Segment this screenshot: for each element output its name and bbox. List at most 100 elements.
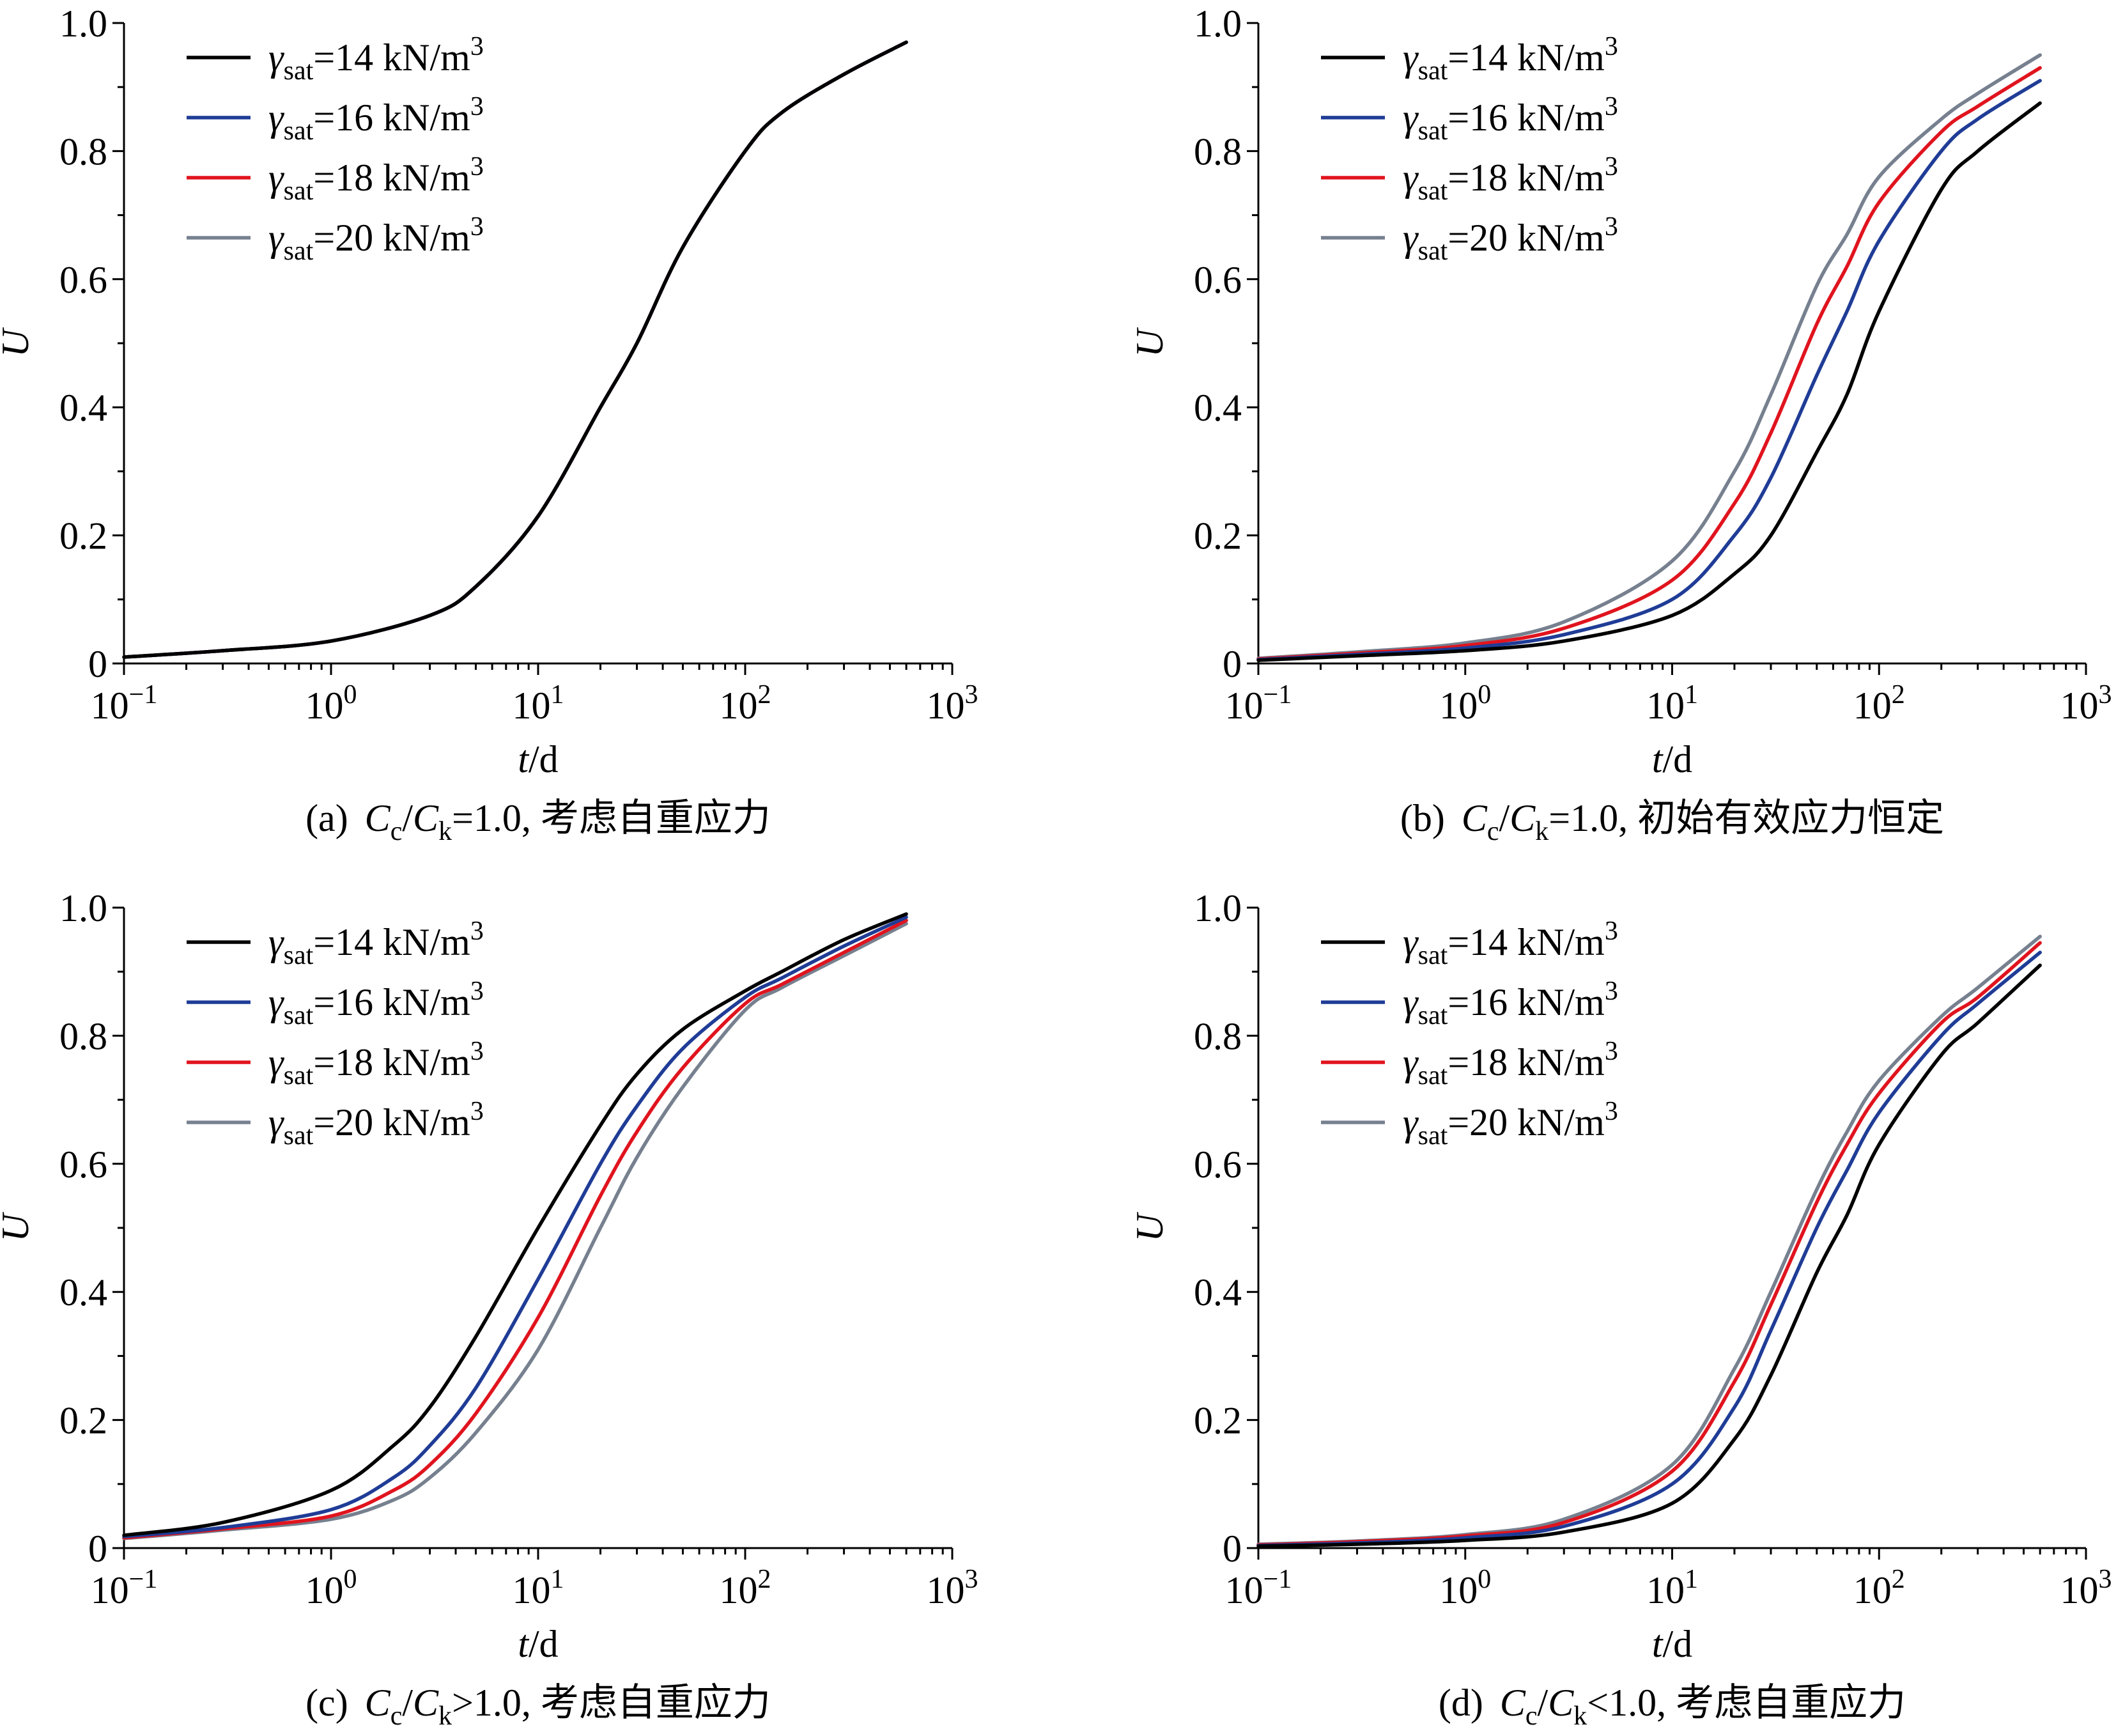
x-tick-label: 100: [1439, 680, 1491, 727]
x-tick-label: 103: [2060, 1565, 2112, 1611]
legend-label: γsat=14 kN/m3: [1403, 32, 1618, 86]
legend-item: γsat=16 kN/m3: [187, 977, 484, 1030]
series-line-20: [122, 40, 908, 659]
legend-label: γsat=16 kN/m3: [1403, 92, 1618, 146]
x-tick-label: 102: [1853, 680, 1905, 727]
x-tick-label: 103: [927, 1565, 978, 1611]
chart-panel-b: 10−1 100 101 102 103 0 0.2 0.4 0.6 0.8 1.0 Ut/d (b) C…: [1129, 3, 2112, 846]
series-line-14: [1256, 963, 2042, 1548]
legend-label: γsat=14 kN/m3: [1403, 917, 1618, 970]
y-tick-label: 1.0: [59, 887, 107, 929]
x-axis-label: t/d: [1652, 1623, 1692, 1665]
y-axis-label: U: [1129, 1212, 1171, 1242]
series-line-14: [1256, 101, 2042, 662]
y-tick-label: 0.2: [59, 515, 107, 557]
x-tick-label: 10−1: [1225, 680, 1292, 727]
y-tick-label: 0.2: [59, 1400, 107, 1442]
chart-panel-a: 10−1 100 101 102 103 0 0.2 0.4 0.6 0.8 1.0 Ut/d (a)C…: [0, 3, 978, 846]
legend-item: γsat=20 kN/m3: [1321, 1097, 1618, 1151]
legend-label: γsat=18 kN/m3: [1403, 152, 1618, 206]
y-axis-label: U: [1129, 327, 1171, 357]
y-tick-label: 0.8: [1194, 130, 1242, 173]
legend: γsat=14 kN/m3 γsat=16 kN/m3 γsat=18 kN/m3 γ…: [187, 917, 484, 1151]
legend-item: γsat=20 kN/m3: [1321, 212, 1618, 266]
x-tick-label: 103: [2060, 680, 2112, 727]
x-axis-label: t/d: [1652, 738, 1692, 780]
legend-item: γsat=14 kN/m3: [1321, 32, 1618, 86]
x-tick-label: 100: [305, 680, 357, 727]
legend-label: γsat=16 kN/m3: [268, 92, 484, 146]
y-tick-label: 0: [88, 1528, 107, 1570]
series-line-18: [122, 918, 908, 1540]
series-line-16: [122, 40, 908, 659]
y-tick-label: 0.6: [1194, 1143, 1242, 1186]
legend: γsat=14 kN/m3 γsat=16 kN/m3 γsat=18 kN/m3 γ…: [1321, 32, 1618, 266]
y-axis-label: U: [0, 1212, 36, 1242]
x-tick-label: 101: [513, 680, 564, 727]
legend-item: γsat=14 kN/m3: [187, 917, 484, 970]
panel-caption: (b) Cc/Ck=1.0, 初始有效应力恒定: [1400, 797, 1944, 846]
x-tick-label: 101: [1646, 1565, 1698, 1611]
legend-label: γsat=14 kN/m3: [268, 32, 484, 86]
legend-item: γsat=18 kN/m3: [1321, 152, 1618, 206]
x-tick-label: 102: [720, 680, 771, 727]
y-tick-label: 0.6: [59, 259, 107, 301]
x-tick-label: 102: [720, 1565, 771, 1611]
panel-caption: (a) Cc/Ck=1.0, 考虑自重应力: [305, 797, 771, 846]
x-tick-label: 101: [513, 1565, 564, 1611]
y-tick-label: 0.2: [1194, 1400, 1242, 1442]
y-tick-label: 0.4: [59, 387, 107, 429]
x-tick-label: 102: [1853, 1565, 1905, 1611]
x-tick-label: 10−1: [91, 680, 158, 727]
legend-item: γsat=20 kN/m3: [187, 212, 484, 266]
legend-label: γsat=20 kN/m3: [268, 212, 484, 266]
legend-item: γsat=18 kN/m3: [1321, 1037, 1618, 1090]
y-tick-label: 0.4: [59, 1271, 107, 1314]
legend-label: γsat=18 kN/m3: [268, 152, 484, 206]
y-tick-label: 0: [88, 643, 107, 685]
y-tick-label: 0: [1223, 1528, 1242, 1570]
x-tick-label: 103: [927, 680, 978, 727]
y-tick-label: 0.8: [59, 130, 107, 173]
legend-label: γsat=20 kN/m3: [1403, 212, 1618, 266]
y-axis-label: U: [0, 327, 36, 357]
legend: γsat=14 kN/m3 γsat=16 kN/m3 γsat=18 kN/m3 γ…: [1321, 917, 1618, 1151]
x-axis-label: t/d: [518, 1623, 558, 1665]
x-tick-label: 10−1: [91, 1565, 158, 1611]
legend-label: γsat=16 kN/m3: [268, 977, 484, 1030]
legend-label: γsat=20 kN/m3: [268, 1097, 484, 1151]
legend-item: γsat=16 kN/m3: [187, 92, 484, 146]
series-line-20: [122, 922, 908, 1540]
legend-item: γsat=20 kN/m3: [187, 1097, 484, 1151]
series-line-20: [1256, 53, 2042, 660]
series-line-14: [122, 40, 908, 659]
legend-label: γsat=14 kN/m3: [268, 917, 484, 970]
x-tick-label: 101: [1646, 680, 1698, 727]
x-tick-label: 10−1: [1225, 1565, 1292, 1611]
series-line-14: [122, 912, 908, 1537]
y-tick-label: 0.8: [1194, 1015, 1242, 1057]
x-axis-label: t/d: [518, 738, 558, 780]
series-line-18: [122, 40, 908, 659]
series-line-16: [122, 915, 908, 1538]
legend-item: γsat=18 kN/m3: [187, 1037, 484, 1090]
legend-item: γsat=18 kN/m3: [187, 152, 484, 206]
y-tick-label: 0.6: [1194, 259, 1242, 301]
y-tick-label: 1.0: [1194, 3, 1242, 45]
y-tick-label: 0.2: [1194, 515, 1242, 557]
legend-item: γsat=14 kN/m3: [187, 32, 484, 86]
series-line-16: [1256, 79, 2042, 662]
panel-caption: (d) Cc/Ck<1.0, 考虑自重应力: [1439, 1682, 1906, 1731]
legend-label: γsat=18 kN/m3: [268, 1037, 484, 1090]
series-line-20: [1256, 934, 2042, 1546]
y-tick-label: 0: [1223, 643, 1242, 685]
y-tick-label: 0.6: [59, 1143, 107, 1186]
x-tick-label: 100: [1439, 1565, 1491, 1611]
legend-item: γsat=16 kN/m3: [1321, 92, 1618, 146]
y-tick-label: 1.0: [1194, 887, 1242, 929]
legend-label: γsat=16 kN/m3: [1403, 977, 1618, 1030]
y-tick-label: 0.4: [1194, 387, 1242, 429]
legend-item: γsat=14 kN/m3: [1321, 917, 1618, 970]
y-tick-label: 1.0: [59, 3, 107, 45]
